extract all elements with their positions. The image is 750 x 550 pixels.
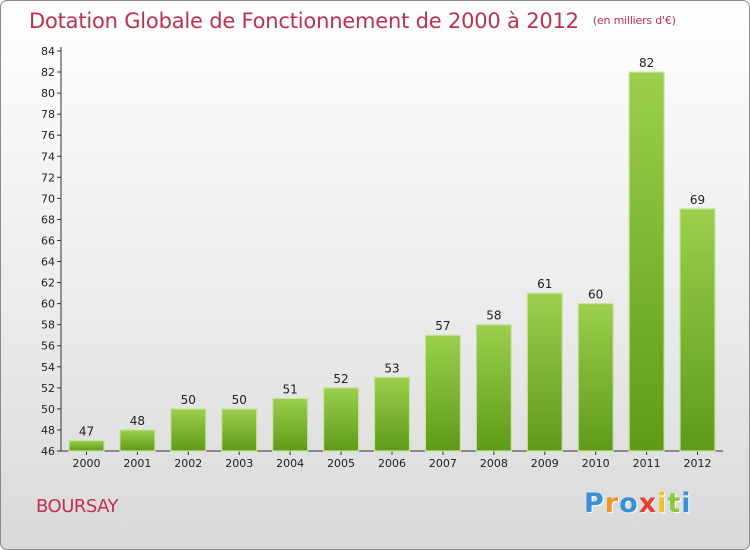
chart-axes: 46 48 50 52 54 56 58 60 62 64 66 68 70 72 74 76 78 80 82 84… (41, 45, 723, 470)
bar-2009 (526, 292, 563, 452)
x-tick-label-2000: 2000 (72, 457, 100, 470)
x-tick-label-2009: 2009 (531, 457, 559, 470)
logo-letter: P (584, 488, 605, 519)
x-tick-label-2008: 2008 (480, 457, 508, 470)
proxiti-logo: Proxiti (584, 488, 692, 519)
x-tick-label-2003: 2003 (225, 457, 253, 470)
x-tick-label-2012: 2012 (684, 457, 712, 470)
y-tick-label: 56 (41, 340, 55, 353)
bar-2004 (272, 397, 309, 452)
data-label-2001: 48 (130, 414, 145, 428)
chart-subtitle: (en milliers d'€) (592, 14, 676, 27)
chart-title: Dotation Globale de Fonctionnement de 20… (29, 9, 676, 33)
data-label-2011: 82 (639, 56, 654, 70)
y-tick-label: 78 (41, 108, 55, 121)
y-tick-label: 60 (41, 298, 55, 311)
y-tick-label: 64 (41, 256, 55, 269)
y-tick-label: 74 (41, 150, 55, 163)
x-tick-label-2011: 2011 (633, 457, 661, 470)
y-tick-label: 70 (41, 192, 55, 205)
y-tick-label: 52 (41, 382, 55, 395)
data-label-2010: 60 (588, 288, 603, 302)
bar-2011 (628, 71, 665, 452)
x-tick-label-2010: 2010 (582, 457, 610, 470)
y-tick-label: 76 (41, 129, 55, 142)
data-label-2008: 58 (486, 309, 501, 323)
x-tick-label-2007: 2007 (429, 457, 457, 470)
y-tick-label: 84 (41, 45, 55, 58)
bar-2010 (577, 303, 614, 452)
y-tick-label: 66 (41, 234, 55, 247)
y-tick-label: 80 (41, 87, 55, 100)
bar-2008 (475, 324, 512, 452)
data-label-2000: 47 (79, 424, 94, 438)
y-tick-label: 72 (41, 171, 55, 184)
logo-letter: i (681, 488, 692, 519)
bar-2001 (119, 429, 156, 452)
logo-letter: i (657, 488, 668, 519)
data-label-2003: 50 (232, 393, 247, 407)
y-tick-label: 82 (41, 66, 55, 79)
bar-2000 (68, 439, 105, 452)
y-tick-label: 68 (41, 213, 55, 226)
data-label-2007: 57 (435, 319, 450, 333)
bar-2007 (424, 334, 461, 452)
x-tick-label-2005: 2005 (327, 457, 355, 470)
data-label-2004: 51 (283, 382, 298, 396)
bar-2006 (373, 376, 411, 452)
y-tick-label: 54 (41, 361, 55, 374)
x-tick-label-2004: 2004 (276, 457, 304, 470)
logo-letter: o (619, 488, 639, 519)
data-label-2012: 69 (690, 193, 705, 207)
y-tick-label: 46 (41, 445, 55, 458)
bar-2003 (221, 408, 258, 452)
logo-letter: r (604, 488, 620, 519)
y-tick-label: 48 (41, 424, 55, 437)
data-label-2002: 50 (181, 393, 196, 407)
x-tick-label-2001: 2001 (123, 457, 151, 470)
bar-2002 (170, 408, 207, 452)
y-tick-label: 50 (41, 403, 55, 416)
commune-name: BOURSAY (36, 496, 119, 517)
data-label-2006: 53 (384, 361, 399, 375)
data-label-2005: 52 (333, 372, 348, 386)
bar-2005 (323, 387, 360, 452)
bar-2012 (679, 208, 716, 452)
x-tick-label-2006: 2006 (378, 457, 406, 470)
y-tick-label: 58 (41, 319, 55, 332)
chart-bars: 47 48 50 50 51 52 53 57 58 61 60 82 69 (68, 56, 716, 452)
x-tick-label-2002: 2002 (174, 457, 202, 470)
y-tick-label: 62 (41, 277, 55, 290)
logo-letter: x (638, 488, 658, 519)
chart-title-text: Dotation Globale de Fonctionnement de 20… (29, 9, 579, 33)
logo-letter: t (667, 488, 682, 519)
data-label-2009: 61 (537, 277, 552, 291)
